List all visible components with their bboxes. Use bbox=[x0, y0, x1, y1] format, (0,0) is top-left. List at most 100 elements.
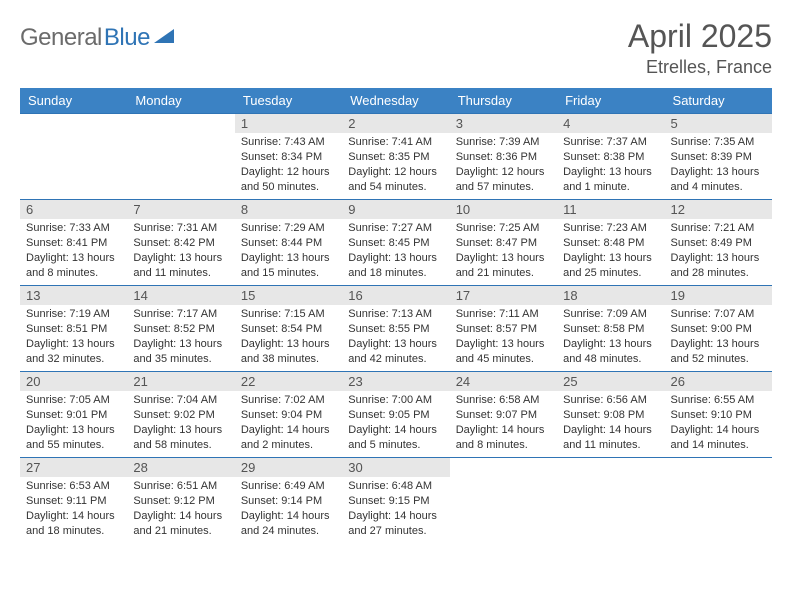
day-number: 14 bbox=[127, 286, 234, 305]
sunset-text: Sunset: 8:42 PM bbox=[133, 236, 228, 251]
day-number: 7 bbox=[127, 200, 234, 219]
header: GeneralBlue April 2025 Etrelles, France bbox=[20, 18, 772, 78]
sunset-text: Sunset: 9:11 PM bbox=[26, 494, 121, 509]
daylight-text: Daylight: 12 hours and 50 minutes. bbox=[241, 165, 336, 195]
sunset-text: Sunset: 8:55 PM bbox=[348, 322, 443, 337]
calendar-day: 18Sunrise: 7:09 AMSunset: 8:58 PMDayligh… bbox=[557, 286, 664, 372]
day-info: Sunrise: 7:15 AMSunset: 8:54 PMDaylight:… bbox=[235, 305, 342, 370]
calendar-day: 5Sunrise: 7:35 AMSunset: 8:39 PMDaylight… bbox=[665, 114, 772, 200]
day-number: 11 bbox=[557, 200, 664, 219]
day-number: 24 bbox=[450, 372, 557, 391]
sunset-text: Sunset: 8:35 PM bbox=[348, 150, 443, 165]
daylight-text: Daylight: 13 hours and 4 minutes. bbox=[671, 165, 766, 195]
day-number: 20 bbox=[20, 372, 127, 391]
sunrise-text: Sunrise: 7:19 AM bbox=[26, 307, 121, 322]
day-number bbox=[20, 114, 127, 118]
sunset-text: Sunset: 8:36 PM bbox=[456, 150, 551, 165]
day-number: 19 bbox=[665, 286, 772, 305]
day-info: Sunrise: 7:11 AMSunset: 8:57 PMDaylight:… bbox=[450, 305, 557, 370]
daylight-text: Daylight: 14 hours and 21 minutes. bbox=[133, 509, 228, 539]
day-info: Sunrise: 7:02 AMSunset: 9:04 PMDaylight:… bbox=[235, 391, 342, 456]
daylight-text: Daylight: 13 hours and 28 minutes. bbox=[671, 251, 766, 281]
calendar-day: 3Sunrise: 7:39 AMSunset: 8:36 PMDaylight… bbox=[450, 114, 557, 200]
sunrise-text: Sunrise: 6:51 AM bbox=[133, 479, 228, 494]
calendar-day: 24Sunrise: 6:58 AMSunset: 9:07 PMDayligh… bbox=[450, 372, 557, 458]
calendar-day: 6Sunrise: 7:33 AMSunset: 8:41 PMDaylight… bbox=[20, 200, 127, 286]
day-number bbox=[665, 458, 772, 462]
day-number: 5 bbox=[665, 114, 772, 133]
daylight-text: Daylight: 14 hours and 27 minutes. bbox=[348, 509, 443, 539]
day-number: 28 bbox=[127, 458, 234, 477]
calendar-week: 1Sunrise: 7:43 AMSunset: 8:34 PMDaylight… bbox=[20, 114, 772, 200]
calendar-day bbox=[450, 458, 557, 544]
sunrise-text: Sunrise: 7:00 AM bbox=[348, 393, 443, 408]
day-info: Sunrise: 7:25 AMSunset: 8:47 PMDaylight:… bbox=[450, 219, 557, 284]
sunrise-text: Sunrise: 7:15 AM bbox=[241, 307, 336, 322]
calendar-day: 9Sunrise: 7:27 AMSunset: 8:45 PMDaylight… bbox=[342, 200, 449, 286]
day-info: Sunrise: 6:49 AMSunset: 9:14 PMDaylight:… bbox=[235, 477, 342, 542]
daylight-text: Daylight: 13 hours and 15 minutes. bbox=[241, 251, 336, 281]
calendar-day: 10Sunrise: 7:25 AMSunset: 8:47 PMDayligh… bbox=[450, 200, 557, 286]
day-info: Sunrise: 7:27 AMSunset: 8:45 PMDaylight:… bbox=[342, 219, 449, 284]
daylight-text: Daylight: 13 hours and 45 minutes. bbox=[456, 337, 551, 367]
logo-text-1: General bbox=[20, 24, 102, 52]
calendar-day: 12Sunrise: 7:21 AMSunset: 8:49 PMDayligh… bbox=[665, 200, 772, 286]
day-header: Tuesday bbox=[235, 88, 342, 114]
day-header: Friday bbox=[557, 88, 664, 114]
sunrise-text: Sunrise: 7:13 AM bbox=[348, 307, 443, 322]
day-number: 10 bbox=[450, 200, 557, 219]
day-info: Sunrise: 7:21 AMSunset: 8:49 PMDaylight:… bbox=[665, 219, 772, 284]
daylight-text: Daylight: 13 hours and 42 minutes. bbox=[348, 337, 443, 367]
day-number: 4 bbox=[557, 114, 664, 133]
calendar-day: 11Sunrise: 7:23 AMSunset: 8:48 PMDayligh… bbox=[557, 200, 664, 286]
calendar-day: 8Sunrise: 7:29 AMSunset: 8:44 PMDaylight… bbox=[235, 200, 342, 286]
day-number: 9 bbox=[342, 200, 449, 219]
sunrise-text: Sunrise: 7:25 AM bbox=[456, 221, 551, 236]
calendar-day: 13Sunrise: 7:19 AMSunset: 8:51 PMDayligh… bbox=[20, 286, 127, 372]
sunset-text: Sunset: 8:44 PM bbox=[241, 236, 336, 251]
calendar-day: 1Sunrise: 7:43 AMSunset: 8:34 PMDaylight… bbox=[235, 114, 342, 200]
daylight-text: Daylight: 13 hours and 35 minutes. bbox=[133, 337, 228, 367]
sunrise-text: Sunrise: 6:55 AM bbox=[671, 393, 766, 408]
calendar-day bbox=[127, 114, 234, 200]
day-info: Sunrise: 7:07 AMSunset: 9:00 PMDaylight:… bbox=[665, 305, 772, 370]
sunrise-text: Sunrise: 6:53 AM bbox=[26, 479, 121, 494]
sunrise-text: Sunrise: 6:58 AM bbox=[456, 393, 551, 408]
sunrise-text: Sunrise: 7:07 AM bbox=[671, 307, 766, 322]
sunset-text: Sunset: 8:52 PM bbox=[133, 322, 228, 337]
sunset-text: Sunset: 9:07 PM bbox=[456, 408, 551, 423]
sunrise-text: Sunrise: 7:31 AM bbox=[133, 221, 228, 236]
day-info: Sunrise: 7:19 AMSunset: 8:51 PMDaylight:… bbox=[20, 305, 127, 370]
daylight-text: Daylight: 13 hours and 11 minutes. bbox=[133, 251, 228, 281]
day-info: Sunrise: 7:23 AMSunset: 8:48 PMDaylight:… bbox=[557, 219, 664, 284]
calendar-week: 20Sunrise: 7:05 AMSunset: 9:01 PMDayligh… bbox=[20, 372, 772, 458]
daylight-text: Daylight: 14 hours and 18 minutes. bbox=[26, 509, 121, 539]
day-info: Sunrise: 6:56 AMSunset: 9:08 PMDaylight:… bbox=[557, 391, 664, 456]
day-info: Sunrise: 7:37 AMSunset: 8:38 PMDaylight:… bbox=[557, 133, 664, 198]
sunset-text: Sunset: 9:15 PM bbox=[348, 494, 443, 509]
day-info: Sunrise: 7:09 AMSunset: 8:58 PMDaylight:… bbox=[557, 305, 664, 370]
sunset-text: Sunset: 9:00 PM bbox=[671, 322, 766, 337]
sunrise-text: Sunrise: 7:02 AM bbox=[241, 393, 336, 408]
sunrise-text: Sunrise: 7:04 AM bbox=[133, 393, 228, 408]
sunset-text: Sunset: 9:05 PM bbox=[348, 408, 443, 423]
calendar-week: 27Sunrise: 6:53 AMSunset: 9:11 PMDayligh… bbox=[20, 458, 772, 544]
day-number: 30 bbox=[342, 458, 449, 477]
calendar-day: 21Sunrise: 7:04 AMSunset: 9:02 PMDayligh… bbox=[127, 372, 234, 458]
day-number: 17 bbox=[450, 286, 557, 305]
sunrise-text: Sunrise: 7:09 AM bbox=[563, 307, 658, 322]
daylight-text: Daylight: 14 hours and 5 minutes. bbox=[348, 423, 443, 453]
day-number: 16 bbox=[342, 286, 449, 305]
daylight-text: Daylight: 13 hours and 1 minute. bbox=[563, 165, 658, 195]
day-header: Wednesday bbox=[342, 88, 449, 114]
day-number: 18 bbox=[557, 286, 664, 305]
calendar-day: 19Sunrise: 7:07 AMSunset: 9:00 PMDayligh… bbox=[665, 286, 772, 372]
sunrise-text: Sunrise: 6:48 AM bbox=[348, 479, 443, 494]
day-info: Sunrise: 7:00 AMSunset: 9:05 PMDaylight:… bbox=[342, 391, 449, 456]
day-info: Sunrise: 6:53 AMSunset: 9:11 PMDaylight:… bbox=[20, 477, 127, 542]
day-info: Sunrise: 7:13 AMSunset: 8:55 PMDaylight:… bbox=[342, 305, 449, 370]
sunrise-text: Sunrise: 7:37 AM bbox=[563, 135, 658, 150]
sunrise-text: Sunrise: 7:41 AM bbox=[348, 135, 443, 150]
calendar-day: 29Sunrise: 6:49 AMSunset: 9:14 PMDayligh… bbox=[235, 458, 342, 544]
daylight-text: Daylight: 12 hours and 57 minutes. bbox=[456, 165, 551, 195]
